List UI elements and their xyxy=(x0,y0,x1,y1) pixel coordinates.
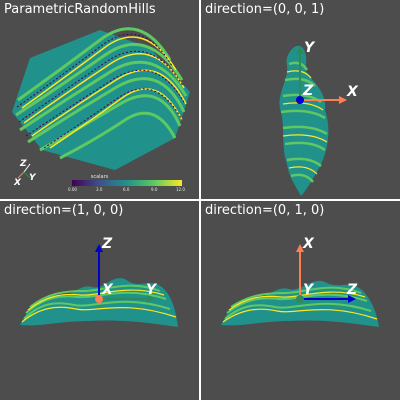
triad-y-label: Y xyxy=(29,173,37,183)
z-axis-arrow xyxy=(95,244,103,252)
surface-bands xyxy=(224,286,372,320)
viewport-bottom-left[interactable]: direction=(1, 0, 0) Z Y X xyxy=(0,201,199,400)
surface-body xyxy=(279,45,329,197)
colorbar xyxy=(72,180,182,186)
triad-x-label: X xyxy=(13,178,22,188)
x-axis-label: X xyxy=(346,84,359,100)
surface-shadows xyxy=(16,33,186,149)
surface-highlights xyxy=(222,291,378,323)
surface-bands xyxy=(23,284,171,320)
colorbar-tick: 12.0 xyxy=(176,187,185,192)
colorbar-tick: 6.0 xyxy=(123,187,130,192)
colorbar-tick: 3.0 xyxy=(96,187,103,192)
z-axis-origin xyxy=(296,96,304,104)
z-axis-arrow xyxy=(348,295,356,303)
surface-body xyxy=(12,30,190,170)
viewport-title: direction=(0, 1, 0) xyxy=(205,203,325,218)
hills-surface-side-x: Z Y X xyxy=(20,236,178,327)
viewport-bottom-right[interactable]: direction=(0, 1, 0) X Z Y xyxy=(201,201,400,400)
y-axis-arrow xyxy=(147,295,155,303)
surface-highlights xyxy=(282,70,328,175)
x-axis-origin xyxy=(95,295,103,303)
x-axis-arrow xyxy=(339,96,347,104)
z-axis-label: Z xyxy=(346,282,358,298)
hills-surface-3d: Z X Y xyxy=(12,27,190,188)
y-axis-label: Y xyxy=(304,40,316,56)
colorbar-title: scalars xyxy=(90,174,109,180)
surface-highlights xyxy=(21,289,177,323)
hills-surface-top: X Y Z xyxy=(279,40,359,197)
hills-surface-side-y: X Z Y xyxy=(221,236,379,327)
z-axis-label: Z xyxy=(302,83,314,99)
viewport-top-left[interactable]: ParametricRandomHills xyxy=(0,0,199,199)
y-axis-origin xyxy=(296,295,304,303)
colorbar-tick: 0.00 xyxy=(68,187,77,192)
surface-bands xyxy=(15,27,188,160)
viewport-title: direction=(1, 0, 0) xyxy=(4,203,124,218)
colorbar-ticks: 0.00 3.0 6.0 9.0 12.0 xyxy=(68,187,186,193)
colorbar-tick: 9.0 xyxy=(151,187,158,192)
x-axis-label: X xyxy=(101,282,114,298)
y-axis-label: Y xyxy=(146,282,158,298)
orientation-triad: Z X Y xyxy=(13,159,37,188)
triad-y-line xyxy=(23,171,31,179)
x-axis-arrow xyxy=(296,244,304,252)
y-axis-arrow xyxy=(296,46,304,54)
x-axis-label: X xyxy=(302,236,315,252)
z-axis-label: Z xyxy=(101,236,113,252)
viewport-title: ParametricRandomHills xyxy=(4,2,156,17)
triad-x-line xyxy=(17,171,25,179)
viewport-title: direction=(0, 0, 1) xyxy=(205,2,325,17)
triad-z-label: Z xyxy=(19,159,27,169)
y-axis-label: Y xyxy=(303,282,315,298)
viewport-top-right[interactable]: direction=(0, 0, 1) X Y Z xyxy=(201,0,400,199)
triad-z-line xyxy=(23,163,31,173)
